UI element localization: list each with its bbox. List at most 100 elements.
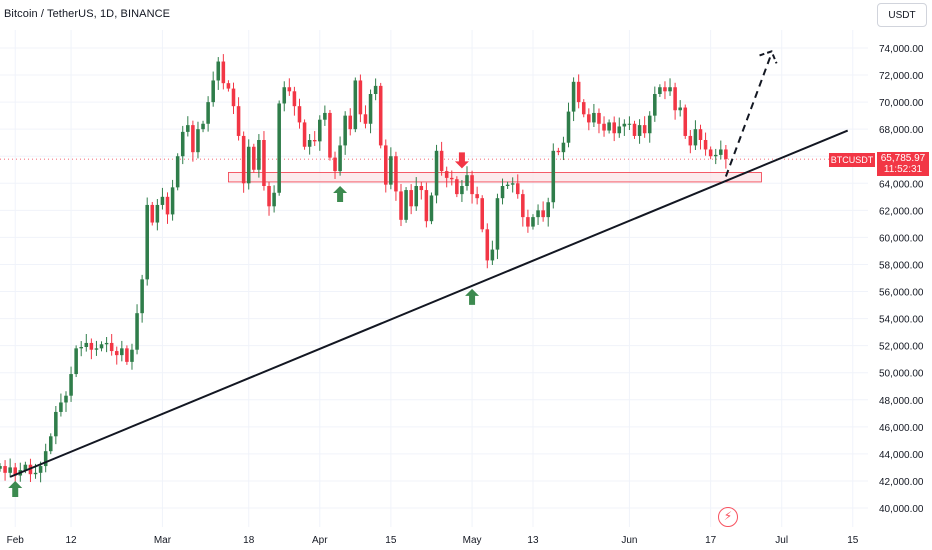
candle-body xyxy=(343,115,347,146)
candle-body xyxy=(622,123,627,127)
currency-button[interactable]: USDT xyxy=(877,3,927,27)
time-axis[interactable]: Feb 12 Mar 18 Apr 15 May 13 Jun 17 Jul 15 xyxy=(7,535,859,546)
candle-body xyxy=(546,202,550,218)
candle xyxy=(287,78,292,96)
candle-body xyxy=(155,204,160,223)
candle xyxy=(358,74,363,123)
candle-body xyxy=(455,179,459,195)
candle-body xyxy=(287,87,292,92)
candle xyxy=(109,334,114,356)
candle-body xyxy=(510,183,515,185)
candle-body xyxy=(414,186,419,207)
candle-body xyxy=(693,129,698,146)
candle xyxy=(333,151,337,179)
candle-body xyxy=(282,87,287,104)
candle-body xyxy=(475,194,479,199)
candle-body xyxy=(404,190,408,220)
candle-body xyxy=(698,129,703,140)
candle-body xyxy=(673,87,677,111)
candle xyxy=(104,336,109,353)
candle xyxy=(455,176,459,198)
candle xyxy=(94,340,99,356)
candle-body xyxy=(84,342,89,347)
candle-body xyxy=(74,348,78,375)
candle xyxy=(688,129,693,154)
candle xyxy=(556,147,561,156)
candle-body xyxy=(328,112,332,158)
candle xyxy=(145,197,149,286)
candle xyxy=(48,433,53,455)
candle xyxy=(399,183,403,227)
y-tick-label: 52,000.00 xyxy=(879,342,924,353)
candle xyxy=(257,134,261,178)
candle-body xyxy=(160,196,165,205)
candle-body xyxy=(470,175,474,195)
candle-body xyxy=(587,114,591,123)
projection-path[interactable] xyxy=(724,50,778,177)
candle xyxy=(470,170,474,204)
candle xyxy=(43,443,48,473)
candle-body xyxy=(59,402,63,412)
candle-body xyxy=(226,83,231,89)
y-tick-label: 64,000.00 xyxy=(879,179,924,190)
price-axis[interactable]: 40,000.00 42,000.00 44,000.00 46,000.00 48,0… xyxy=(879,44,924,515)
candle-body xyxy=(323,112,327,120)
x-tick-label: May xyxy=(463,535,482,546)
candle-body xyxy=(485,229,490,261)
y-tick-label: 58,000.00 xyxy=(879,260,924,271)
candle xyxy=(653,86,657,122)
candle xyxy=(678,100,682,117)
candle xyxy=(323,105,327,126)
candle-body xyxy=(191,125,195,153)
candle-body xyxy=(99,344,104,349)
candle-body xyxy=(551,150,556,203)
candle-body xyxy=(216,61,221,81)
candle xyxy=(175,153,180,191)
candle xyxy=(444,166,449,188)
up-arrow-icon xyxy=(8,480,23,497)
candle xyxy=(363,105,368,129)
candle xyxy=(99,341,104,352)
candle xyxy=(89,338,94,360)
candle-body xyxy=(505,184,510,186)
candle-body xyxy=(607,122,611,131)
candle-body xyxy=(571,81,576,112)
candle xyxy=(84,334,89,352)
candle-body xyxy=(135,313,139,350)
candle xyxy=(632,120,637,139)
candle xyxy=(297,98,302,129)
x-tick-label: Apr xyxy=(312,535,328,546)
candle-body xyxy=(297,106,302,123)
trendline-line xyxy=(9,129,849,478)
candle-body xyxy=(292,91,297,107)
candle-body xyxy=(378,85,383,146)
candle-body xyxy=(201,123,205,130)
candle xyxy=(54,405,58,445)
candle xyxy=(368,89,373,134)
candle xyxy=(201,120,205,133)
candle xyxy=(617,117,622,138)
candle-body xyxy=(13,467,18,476)
candle xyxy=(602,116,606,137)
x-tick-label: 15 xyxy=(385,535,397,546)
trendline[interactable] xyxy=(9,129,849,478)
candle-body xyxy=(429,195,434,222)
candle xyxy=(277,100,281,196)
y-tick-label: 74,000.00 xyxy=(879,44,924,55)
y-tick-label: 44,000.00 xyxy=(879,450,924,461)
candle-body xyxy=(318,119,322,142)
candle-body xyxy=(206,102,210,124)
candle xyxy=(318,115,322,151)
y-tick-label: 46,000.00 xyxy=(879,423,924,434)
y-tick-label: 42,000.00 xyxy=(879,477,924,488)
candle-body xyxy=(272,192,276,207)
candle xyxy=(587,108,591,131)
y-tick-label: 68,000.00 xyxy=(879,125,924,136)
candle xyxy=(211,71,215,107)
candle-body xyxy=(252,146,256,170)
lightning-icon[interactable]: ⚡ xyxy=(718,507,738,527)
candle-body xyxy=(277,103,281,193)
candle xyxy=(536,204,540,225)
candle xyxy=(384,139,388,193)
